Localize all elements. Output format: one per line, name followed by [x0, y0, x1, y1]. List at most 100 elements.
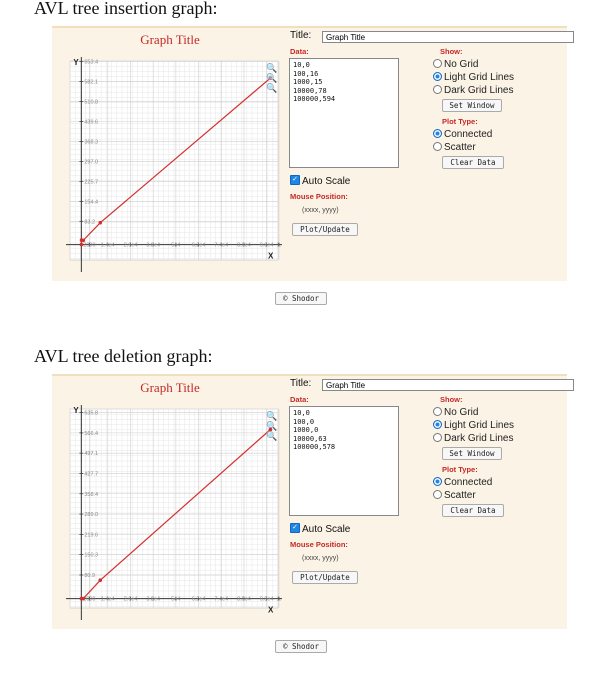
scatter-radio[interactable]: Scatter	[433, 141, 476, 154]
x-tick-label: 2000	[83, 597, 95, 603]
dark-grid-label: Dark Grid Lines	[444, 433, 514, 444]
plot-type-label: Plot Type:	[442, 117, 478, 126]
data-point	[81, 238, 86, 243]
x-tick-label: 9.8e4	[260, 243, 274, 249]
radio-icon	[433, 489, 442, 499]
x-tick-label: 8.6e4	[237, 243, 251, 249]
light-grid-radio[interactable]: Light Grid Lines	[433, 71, 514, 84]
y-tick-label: 427.7	[84, 471, 98, 477]
data-label: Data:	[290, 395, 309, 404]
x-tick-label: 1.	[277, 243, 282, 249]
y-tick-label: 566.4	[84, 431, 98, 437]
x-tick-label: 1.4e4	[101, 597, 115, 603]
data-point	[268, 76, 273, 80]
mouse-position-label: Mouse Position:	[290, 540, 348, 549]
y-axis-label: Y	[73, 406, 79, 415]
zoom-in-icon[interactable]: 🔍	[266, 411, 278, 421]
zoom-in-icon[interactable]: 🔍	[266, 63, 278, 73]
clear-data-button[interactable]: Clear Data	[442, 504, 504, 517]
dark-grid-radio[interactable]: Dark Grid Lines	[433, 84, 513, 97]
zoom-reset-icon[interactable]: 🔍	[266, 83, 278, 93]
plot-update-button[interactable]: Plot/Update	[292, 571, 358, 584]
deletion-graph-heading: AVL tree deletion graph:	[34, 346, 213, 366]
radio-icon	[433, 141, 442, 151]
plot-update-button[interactable]: Plot/Update	[292, 223, 358, 236]
auto-scale-checkbox[interactable]: ✓ Auto Scale	[290, 523, 351, 535]
y-tick-label: 439.6	[84, 119, 98, 125]
y-tick-label: 297.0	[84, 159, 98, 165]
x-tick-label: 1.	[277, 597, 282, 603]
x-tick-label: 8.6e4	[237, 597, 251, 603]
title-label: Title:	[290, 378, 312, 389]
light-grid-radio[interactable]: Light Grid Lines	[433, 419, 514, 432]
zoom-reset-icon[interactable]: 🔍	[266, 431, 278, 441]
y-tick-label: 150.3	[84, 553, 98, 559]
data-point	[98, 578, 103, 582]
radio-selected-icon	[433, 128, 442, 138]
data-point	[81, 596, 86, 601]
x-tick-label: 2.6e4	[124, 597, 138, 603]
data-point	[79, 242, 84, 247]
connected-radio[interactable]: Connected	[433, 128, 492, 141]
zoom-out-icon[interactable]: 🔍	[266, 421, 278, 431]
auto-scale-label: Auto Scale	[302, 524, 351, 535]
data-textarea[interactable]: 10,0 100,0 1000,0 10000,63 100000,578	[289, 406, 399, 516]
x-tick-label: 5e4	[171, 243, 180, 249]
clear-data-button[interactable]: Clear Data	[442, 156, 504, 169]
y-tick-label: 635.8	[84, 411, 98, 417]
mouse-position-value: (xxxx, yyyy)	[302, 555, 339, 562]
y-tick-label: 653.4	[84, 59, 98, 65]
data-textarea[interactable]: 10,0 100,16 1000,15 10000,78 100000,594	[289, 58, 399, 168]
y-tick-label: 83.2	[84, 219, 95, 225]
graph-plot[interactable]: 635.8 566.4 497.1 427.7 358.4 289.0 219.6 150.3…	[52, 376, 288, 629]
y-tick-label: 80.9	[84, 573, 95, 579]
x-tick-label: 2000	[83, 243, 95, 249]
title-label: Title:	[290, 30, 312, 41]
x-tick-label: 7.4e4	[214, 243, 228, 249]
scatter-radio[interactable]: Scatter	[433, 489, 476, 502]
scatter-label: Scatter	[444, 490, 476, 501]
set-window-button[interactable]: Set Window	[442, 447, 502, 460]
no-grid-label: No Grid	[444, 407, 479, 418]
x-tick-label: 5e4	[171, 597, 180, 603]
connected-radio[interactable]: Connected	[433, 476, 492, 489]
x-tick-label: 3.8e4	[146, 243, 160, 249]
no-grid-radio[interactable]: No Grid	[433, 406, 478, 419]
set-window-button[interactable]: Set Window	[442, 99, 502, 112]
graph-plot[interactable]: 653.4 582.1 510.8 439.6 368.3 297.0 225.7 154.4…	[52, 28, 288, 281]
y-tick-label: 358.4	[84, 492, 98, 498]
x-tick-label: 1.4e4	[101, 243, 115, 249]
x-tick-label: 7.4e4	[214, 597, 228, 603]
radio-icon	[433, 432, 442, 442]
data-label: Data:	[290, 47, 309, 56]
y-tick-label: 510.8	[84, 99, 98, 105]
x-axis-label: X	[268, 606, 274, 615]
dark-grid-radio[interactable]: Dark Grid Lines	[433, 432, 513, 445]
scatter-label: Scatter	[444, 142, 476, 153]
no-grid-radio[interactable]: No Grid	[433, 58, 478, 71]
radio-selected-icon	[433, 476, 442, 486]
deletion-grapher-widget: Graph Title 635.8 566.4 497.1 427.7 358.4 289…	[52, 374, 574, 674]
light-grid-label: Light Grid Lines	[444, 72, 515, 83]
connected-label: Connected	[444, 477, 493, 488]
shodor-button[interactable]: © Shodor	[275, 292, 327, 305]
check-icon: ✓	[290, 523, 300, 534]
auto-scale-checkbox[interactable]: ✓ Auto Scale	[290, 175, 350, 187]
shodor-button[interactable]: © Shodor	[275, 640, 327, 653]
radio-selected-icon	[433, 419, 442, 429]
graph-title: Graph Title	[140, 32, 200, 47]
title-input[interactable]: Graph Title	[322, 379, 574, 391]
dark-grid-label: Dark Grid Lines	[444, 85, 514, 96]
insertion-grapher-widget: Graph Title 653.4 582.1 510.8 439.6 368.3 297…	[52, 26, 574, 326]
y-tick-label: 219.6	[84, 532, 98, 538]
insertion-graph-heading: AVL tree insertion graph:	[34, 0, 218, 18]
y-tick-label: 289.0	[84, 512, 98, 518]
radio-icon	[433, 58, 442, 68]
zoom-out-icon[interactable]: 🔍	[266, 73, 278, 83]
x-axis-label: X	[268, 252, 274, 261]
plot-area[interactable]: Graph Title 653.4 582.1 510.8 439.6 368.3 297…	[52, 28, 288, 281]
data-point	[98, 220, 103, 225]
x-tick-label: 6.2e4	[192, 243, 206, 249]
plot-area[interactable]: Graph Title 635.8 566.4 497.1 427.7 358.4 289…	[52, 376, 288, 629]
title-input[interactable]: Graph Title	[322, 31, 574, 43]
